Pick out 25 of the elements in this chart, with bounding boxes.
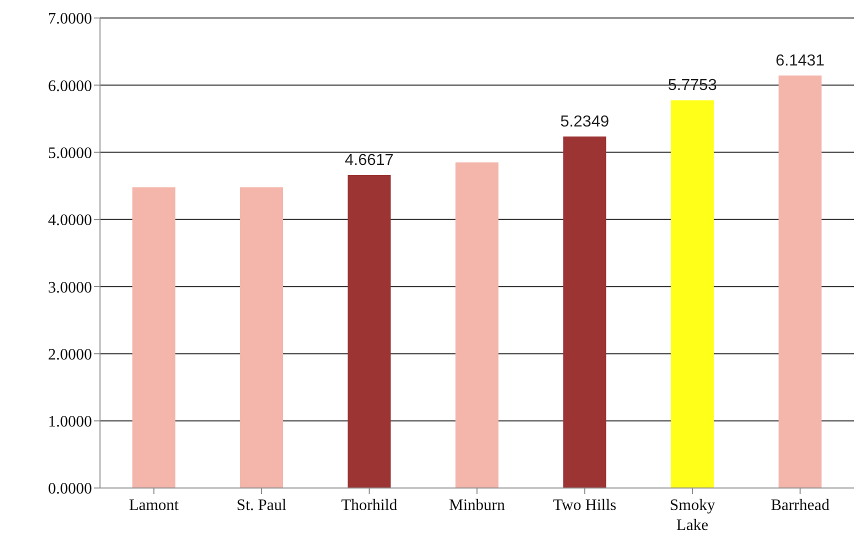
bar xyxy=(563,136,606,488)
y-tick-label: 2.0000 xyxy=(48,346,92,364)
x-tick-label: Minburn xyxy=(449,497,505,514)
y-tick-label: 4.0000 xyxy=(48,212,92,230)
y-tick-label: 7.0000 xyxy=(48,10,92,28)
x-tick-label: Smoky Lake xyxy=(670,497,716,534)
bar xyxy=(670,100,714,488)
bar xyxy=(132,187,176,488)
x-tick-label: Two Hills xyxy=(553,497,616,514)
bar xyxy=(348,175,391,488)
bar xyxy=(240,187,284,488)
y-tick-label: 1.0000 xyxy=(48,414,92,431)
data-label: 4.6617 xyxy=(344,152,394,169)
x-tick-label: Barrhead xyxy=(770,497,830,514)
data-label: 5.2349 xyxy=(560,114,610,131)
x-tick-label: St. Paul xyxy=(236,497,288,514)
data-label: 6.1431 xyxy=(776,52,825,70)
x-tick-label: Thorhild xyxy=(341,497,398,514)
y-tick-label: 6.0000 xyxy=(48,78,92,95)
x-tick-label: Lamont xyxy=(128,497,180,514)
bar xyxy=(778,76,822,488)
y-tick-label: 0.0000 xyxy=(48,480,92,498)
bar xyxy=(455,162,498,488)
y-tick-label: 3.0000 xyxy=(48,279,92,296)
y-tick-label: 5.0000 xyxy=(48,144,92,162)
